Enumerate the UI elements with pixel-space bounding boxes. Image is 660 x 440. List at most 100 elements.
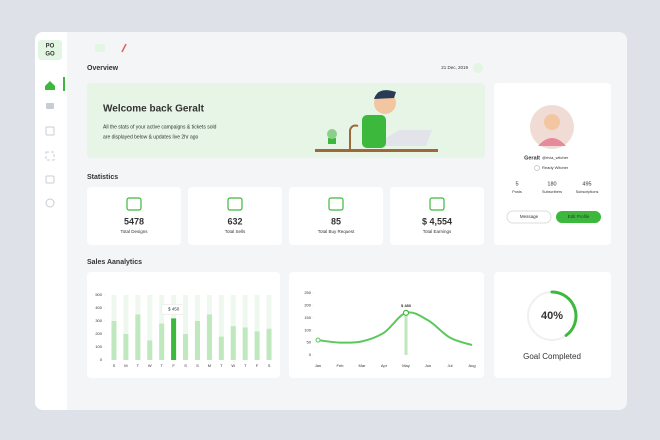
stat-label: Total Buy Request: [318, 229, 355, 234]
y-tick-label: 300: [95, 318, 102, 323]
bar: [171, 318, 177, 360]
plant-leaves: [327, 129, 337, 139]
profile-card: [494, 83, 611, 245]
profile-handle: @rivia_witcher: [542, 155, 569, 160]
x-tick-label: M: [208, 363, 211, 368]
avatar-shirt: [538, 138, 566, 146]
line: [317, 311, 473, 347]
x-tick-label: S: [184, 363, 187, 368]
x-tick-label: T: [160, 363, 163, 368]
line-chart-card: [289, 272, 484, 378]
profile-stat-label: Posts: [512, 190, 522, 194]
y-tick-label: 200: [95, 331, 102, 336]
x-tick-label: F: [172, 363, 175, 368]
bar: [159, 323, 165, 360]
x-tick-label: S: [196, 363, 199, 368]
nav-messages[interactable]: [46, 103, 54, 109]
welcome-banner: [87, 83, 485, 158]
bar: [266, 328, 272, 360]
stat-card: [390, 187, 484, 245]
stat-label: Total Sells: [225, 229, 246, 234]
edit-button[interactable]: [556, 211, 601, 223]
goal-label: 40%: [541, 310, 563, 322]
stat-value: $ 4,554: [422, 216, 452, 226]
nav-home[interactable]: [45, 81, 55, 90]
y-tick-label: 100: [304, 327, 311, 332]
nav-wallet[interactable]: [45, 175, 55, 184]
stat-label: Total Designs: [120, 229, 148, 234]
y-tick-label: 400: [95, 305, 102, 310]
stat-icon: [328, 197, 344, 211]
section-title: Sales Aanalytics: [87, 259, 142, 266]
bar-track: [183, 295, 189, 360]
message-button[interactable]: [506, 210, 552, 224]
status-dot: [534, 165, 540, 171]
top-icon[interactable]: [95, 44, 105, 52]
x-tick-label: W: [148, 363, 152, 368]
x-tick-label: May: [402, 363, 410, 368]
profile-stat-label: Subscriptions: [576, 190, 599, 194]
y-tick-label: 100: [95, 344, 102, 349]
top-icon[interactable]: [121, 43, 127, 53]
goal-card: [494, 272, 611, 378]
nav-calendar[interactable]: [45, 126, 55, 136]
button-label[interactable]: Edit Profile: [568, 214, 590, 219]
welcome-title: Welcome back Geralt: [103, 104, 205, 115]
stat-icon: [126, 197, 142, 211]
bar: [111, 321, 117, 360]
bar-track: [123, 295, 129, 360]
x-tick-label: Aug: [468, 363, 475, 368]
x-tick-label: Jun: [425, 363, 431, 368]
bar: [254, 331, 260, 360]
tooltip-text: $ 480: [401, 303, 412, 308]
section-title: Statistics: [87, 174, 118, 181]
y-tick-label: 50: [307, 340, 312, 345]
avatar-face: [544, 114, 560, 130]
stat-card: [289, 187, 383, 245]
stat-icon: [227, 197, 243, 211]
profile-stat-label: Subscribers: [542, 190, 562, 194]
logo-text: GO: [45, 52, 55, 58]
bar-track: [266, 295, 272, 360]
x-tick-label: W: [231, 363, 235, 368]
y-tick-label: 0: [100, 357, 103, 362]
illustration: [315, 90, 438, 152]
bar-track: [254, 295, 260, 360]
body: [362, 115, 386, 148]
logo-box: [38, 40, 62, 60]
y-tick-label: 250: [304, 290, 311, 295]
welcome-text: All the stats of your active campaigns &…: [103, 124, 217, 130]
y-tick-label: 0: [309, 352, 312, 357]
bar-track: [147, 295, 153, 360]
calendar-button[interactable]: [473, 63, 483, 73]
tooltip-text: $ 450: [168, 307, 180, 312]
nav-grid[interactable]: [45, 151, 55, 161]
bar: [183, 334, 189, 360]
bar: [147, 340, 153, 360]
x-tick-label: S: [268, 363, 271, 368]
x-tick-label: Apr: [381, 363, 388, 368]
stat-card: [87, 187, 181, 245]
y-tick-label: 500: [95, 292, 102, 297]
x-tick-label: F: [256, 363, 259, 368]
profile-stat-value: 5: [515, 181, 518, 187]
nav-users[interactable]: [45, 198, 55, 208]
goal-arc: [550, 290, 578, 337]
button-label[interactable]: Message: [520, 214, 539, 219]
x-tick-label: T: [137, 363, 140, 368]
bar: [123, 334, 129, 360]
desk: [315, 149, 438, 152]
x-tick-label: Jan: [315, 363, 321, 368]
end-point: [315, 337, 321, 343]
stat-value: 632: [227, 216, 242, 226]
bar: [194, 321, 200, 360]
stat-icon: [429, 197, 445, 211]
x-tick-label: Feb: [337, 363, 345, 368]
section-title: Overview: [87, 65, 119, 72]
x-tick-label: M: [124, 363, 127, 368]
stat-value: 85: [331, 216, 341, 226]
hair: [374, 90, 396, 99]
bar: [230, 326, 236, 360]
